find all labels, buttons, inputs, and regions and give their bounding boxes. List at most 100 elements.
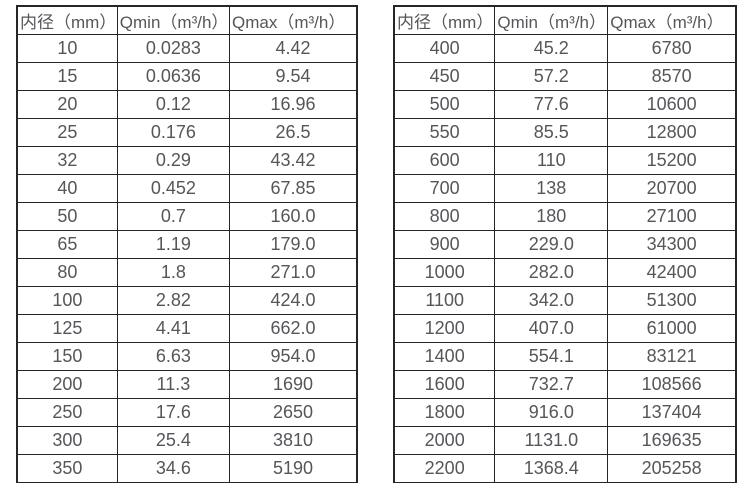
table-row: 700 138 20700	[393, 174, 737, 203]
table-cell: 0.29	[116, 146, 230, 175]
table-cell: 3810	[228, 426, 358, 455]
table-cell: 20700	[607, 174, 737, 203]
table-cell: 150	[16, 342, 118, 371]
table-cell: 300	[16, 426, 118, 455]
table-cell: 205258	[607, 454, 737, 483]
table-row: 2200 1368.4 205258	[393, 454, 737, 483]
table-cell: 180	[494, 202, 609, 231]
table-row: 25 0.176 26.5	[16, 118, 358, 147]
table-cell: 137404	[607, 398, 737, 427]
table-cell: 1.8	[116, 258, 230, 287]
header-row: 内径（mm） Qmin（m³/h） Qmax（m³/h）	[393, 5, 737, 35]
table-cell: 271.0	[228, 258, 358, 287]
table-cell: 169635	[607, 426, 737, 455]
table-row: 550 85.5 12800	[393, 118, 737, 147]
table-cell: 1800	[393, 398, 496, 427]
table-cell: 17.6	[116, 398, 230, 427]
table-cell: 916.0	[494, 398, 609, 427]
table-cell: 1000	[393, 258, 496, 287]
table-cell: 4.42	[228, 34, 358, 63]
table-cell: 700	[393, 174, 496, 203]
table-cell: 108566	[607, 370, 737, 399]
table-cell: 20	[16, 90, 118, 119]
table-row: 100 2.82 424.0	[16, 286, 358, 315]
table-cell: 0.0283	[116, 34, 230, 63]
table-row: 1600 732.7 108566	[393, 370, 737, 399]
table-cell: 250	[16, 398, 118, 427]
table-cell: 51300	[607, 286, 737, 315]
table-row: 1200 407.0 61000	[393, 314, 737, 343]
table-cell: 25.4	[116, 426, 230, 455]
table-row: 125 4.41 662.0	[16, 314, 358, 343]
table-cell: 43.42	[228, 146, 358, 175]
table-cell: 110	[494, 146, 609, 175]
table-cell: 50	[16, 202, 118, 231]
table-cell: 57.2	[494, 62, 609, 91]
table-cell: 550	[393, 118, 496, 147]
column-header-inner-diameter: 内径（mm）	[393, 5, 496, 35]
table-cell: 1100	[393, 286, 496, 315]
table-cell: 10	[16, 34, 118, 63]
table-body: 10 0.0283 4.42 15 0.0636 9.54 20 0.12 16.96 25 0.1…	[16, 34, 358, 483]
table-cell: 1200	[393, 314, 496, 343]
table-cell: 12800	[607, 118, 737, 147]
table-cell: 600	[393, 146, 496, 175]
table-row: 1100 342.0 51300	[393, 286, 737, 315]
table-row: 200 11.3 1690	[16, 370, 358, 399]
table-row: 65 1.19 179.0	[16, 230, 358, 259]
table-cell: 0.7	[116, 202, 230, 231]
table-cell: 954.0	[228, 342, 358, 371]
table-row: 80 1.8 271.0	[16, 258, 358, 287]
table-cell: 6.63	[116, 342, 230, 371]
table-cell: 25	[16, 118, 118, 147]
table-cell: 4.41	[116, 314, 230, 343]
table-cell: 42400	[607, 258, 737, 287]
table-row: 600 110 15200	[393, 146, 737, 175]
table-cell: 138	[494, 174, 609, 203]
table-cell: 200	[16, 370, 118, 399]
table-row: 10 0.0283 4.42	[16, 34, 358, 63]
table-row: 250 17.6 2650	[16, 398, 358, 427]
table-row: 50 0.7 160.0	[16, 202, 358, 231]
table-cell: 160.0	[228, 202, 358, 231]
table-cell: 26.5	[228, 118, 358, 147]
table-cell: 554.1	[494, 342, 609, 371]
table-cell: 11.3	[116, 370, 230, 399]
table-cell: 34.6	[116, 454, 230, 483]
table-cell: 2200	[393, 454, 496, 483]
table-cell: 8570	[607, 62, 737, 91]
table-row: 500 77.6 10600	[393, 90, 737, 119]
table-cell: 61000	[607, 314, 737, 343]
table-cell: 80	[16, 258, 118, 287]
table-row: 800 180 27100	[393, 202, 737, 231]
table-row: 350 34.6 5190	[16, 454, 358, 483]
table-cell: 15200	[607, 146, 737, 175]
table-cell: 662.0	[228, 314, 358, 343]
table-cell: 1690	[228, 370, 358, 399]
table-cell: 77.6	[494, 90, 609, 119]
table-cell: 45.2	[494, 34, 609, 63]
table-cell: 40	[16, 174, 118, 203]
table-cell: 282.0	[494, 258, 609, 287]
column-header-qmax: Qmax（m³/h）	[228, 5, 358, 35]
table-cell: 424.0	[228, 286, 358, 315]
table-row: 1800 916.0 137404	[393, 398, 737, 427]
table-row: 450 57.2 8570	[393, 62, 737, 91]
table-cell: 500	[393, 90, 496, 119]
column-header-qmin: Qmin（m³/h）	[116, 5, 230, 35]
table-cell: 1368.4	[494, 454, 609, 483]
table-cell: 342.0	[494, 286, 609, 315]
table-cell: 85.5	[494, 118, 609, 147]
table-cell: 65	[16, 230, 118, 259]
table-cell: 0.176	[116, 118, 230, 147]
table-row: 40 0.452 67.85	[16, 174, 358, 203]
table-cell: 1400	[393, 342, 496, 371]
table-row: 1000 282.0 42400	[393, 258, 737, 287]
table-cell: 9.54	[228, 62, 358, 91]
header-row: 内径（mm） Qmin（m³/h） Qmax（m³/h）	[16, 5, 358, 35]
table-row: 15 0.0636 9.54	[16, 62, 358, 91]
table-row: 2000 1131.0 169635	[393, 426, 737, 455]
table-cell: 2000	[393, 426, 496, 455]
table-cell: 179.0	[228, 230, 358, 259]
table-cell: 27100	[607, 202, 737, 231]
